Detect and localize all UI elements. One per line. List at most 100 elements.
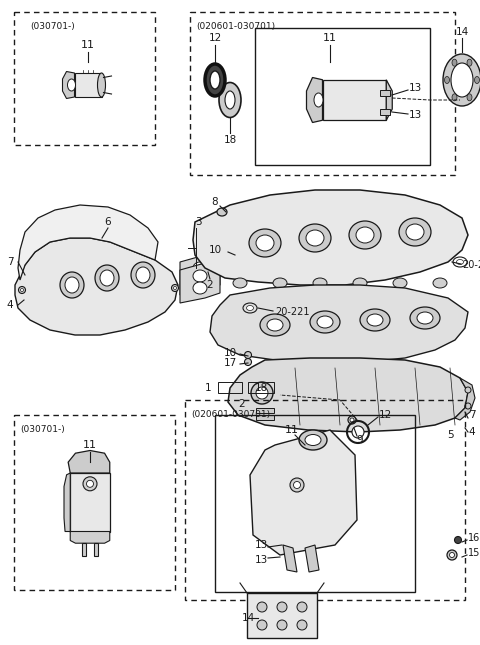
Text: 11: 11 [81, 40, 95, 50]
Bar [14, 12, 155, 145]
Bar [185, 400, 465, 600]
Polygon shape [250, 430, 357, 555]
Polygon shape [386, 80, 392, 120]
Text: 5: 5 [447, 430, 453, 440]
Ellipse shape [247, 306, 253, 310]
Text: 20-221: 20-221 [462, 260, 480, 270]
Ellipse shape [467, 59, 472, 66]
Ellipse shape [251, 382, 273, 404]
Polygon shape [193, 190, 468, 285]
Text: 18: 18 [223, 135, 237, 145]
Text: 7: 7 [468, 410, 475, 420]
Text: 12: 12 [208, 33, 222, 43]
Ellipse shape [100, 270, 114, 286]
Ellipse shape [367, 314, 383, 326]
Ellipse shape [210, 71, 220, 89]
Ellipse shape [417, 312, 433, 324]
Text: 2: 2 [239, 399, 245, 409]
Ellipse shape [68, 79, 75, 91]
Ellipse shape [353, 278, 367, 288]
Ellipse shape [193, 262, 207, 274]
Text: (020601-030701): (020601-030701) [196, 22, 275, 31]
Ellipse shape [290, 478, 304, 492]
Ellipse shape [349, 221, 381, 249]
Text: (030701-): (030701-) [20, 425, 65, 434]
Bar [248, 382, 274, 393]
Ellipse shape [352, 426, 364, 438]
Bar [70, 473, 110, 531]
Text: 8: 8 [212, 197, 218, 207]
Ellipse shape [317, 316, 333, 328]
Ellipse shape [406, 224, 424, 240]
Polygon shape [94, 543, 98, 556]
Ellipse shape [173, 286, 177, 290]
Text: 6: 6 [105, 217, 111, 227]
Ellipse shape [233, 278, 247, 288]
Ellipse shape [273, 278, 287, 288]
Text: 13: 13 [255, 555, 268, 565]
Text: 20-221: 20-221 [275, 307, 310, 317]
Ellipse shape [277, 602, 287, 612]
Ellipse shape [193, 282, 207, 294]
Bar [380, 90, 390, 96]
Ellipse shape [219, 83, 241, 117]
Ellipse shape [257, 602, 267, 612]
Text: 17: 17 [223, 358, 237, 368]
Bar [218, 382, 242, 393]
Ellipse shape [65, 277, 79, 293]
Polygon shape [62, 72, 74, 99]
Ellipse shape [60, 272, 84, 298]
Ellipse shape [456, 259, 464, 264]
Polygon shape [455, 378, 475, 420]
Polygon shape [18, 205, 158, 280]
Ellipse shape [410, 307, 440, 329]
Ellipse shape [277, 620, 287, 630]
Ellipse shape [356, 227, 374, 243]
Text: 2: 2 [207, 280, 213, 290]
Polygon shape [68, 450, 110, 473]
Text: 9: 9 [357, 435, 363, 445]
Ellipse shape [305, 435, 321, 446]
Ellipse shape [249, 229, 281, 257]
Ellipse shape [348, 416, 356, 424]
Bar [256, 415, 274, 420]
Bar [190, 12, 455, 175]
Ellipse shape [297, 620, 307, 630]
Bar [215, 415, 415, 592]
Ellipse shape [205, 64, 225, 96]
Bar [380, 109, 390, 115]
Text: 4: 4 [468, 427, 475, 437]
Text: 13: 13 [255, 540, 268, 550]
Text: (030701-): (030701-) [30, 22, 75, 31]
Ellipse shape [293, 482, 300, 488]
Text: 4: 4 [7, 300, 13, 310]
Ellipse shape [306, 230, 324, 246]
Bar [255, 28, 430, 165]
Text: 14: 14 [241, 613, 254, 623]
Ellipse shape [225, 91, 235, 109]
Bar [256, 408, 274, 413]
Ellipse shape [256, 235, 274, 251]
Ellipse shape [475, 77, 480, 83]
Ellipse shape [193, 274, 207, 286]
Ellipse shape [21, 288, 24, 292]
Ellipse shape [467, 94, 472, 101]
Ellipse shape [244, 352, 252, 359]
Text: 7: 7 [7, 257, 13, 267]
Ellipse shape [299, 430, 327, 450]
Ellipse shape [452, 94, 457, 101]
Polygon shape [180, 253, 220, 295]
Ellipse shape [350, 418, 354, 422]
Ellipse shape [313, 278, 327, 288]
Polygon shape [307, 77, 323, 123]
Text: 11: 11 [83, 440, 97, 450]
Ellipse shape [443, 54, 480, 106]
Ellipse shape [399, 218, 431, 246]
Text: 12: 12 [378, 410, 392, 420]
Ellipse shape [451, 63, 473, 97]
Text: 1: 1 [204, 383, 211, 393]
Ellipse shape [19, 286, 25, 293]
Ellipse shape [455, 537, 461, 544]
Ellipse shape [131, 262, 155, 288]
Text: 11: 11 [285, 425, 299, 435]
